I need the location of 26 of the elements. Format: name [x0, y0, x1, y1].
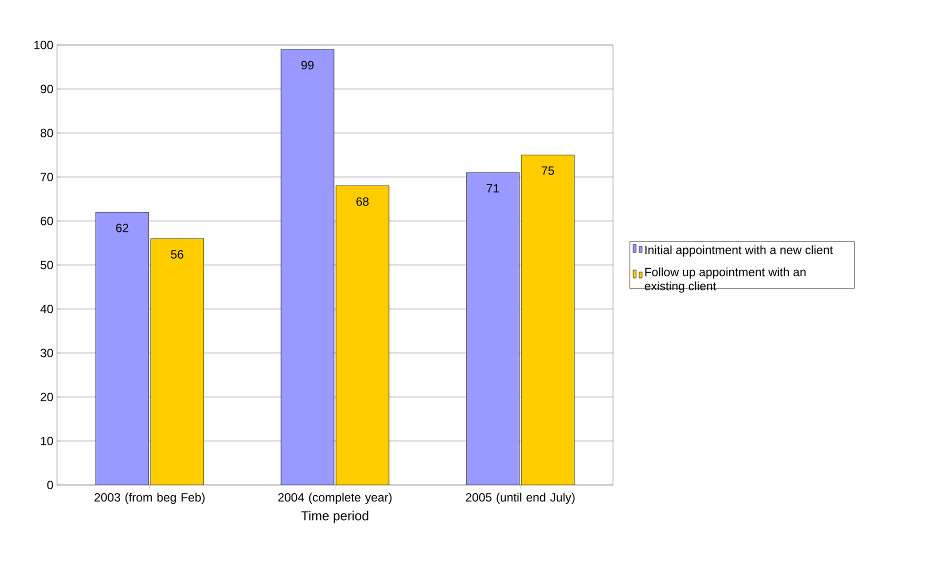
y-tick-label: 90	[40, 84, 54, 94]
y-tick-label: 30	[40, 348, 54, 358]
y-tick-label: 10	[41, 436, 54, 446]
data-label: 56	[170, 250, 184, 259]
y-tick-label: 70	[40, 172, 54, 182]
bar	[336, 186, 390, 485]
data-label: 68	[356, 197, 369, 206]
y-tick-label: 0	[47, 480, 54, 490]
y-tick-label: 80	[40, 128, 54, 138]
y-tick-label: 60	[40, 216, 54, 226]
x-axis-title: Time period	[301, 510, 368, 523]
data-label: 75	[542, 166, 554, 175]
data-label: 71	[486, 184, 499, 192]
legend-label: Initial appointment with a new client	[645, 245, 833, 257]
bar	[521, 154, 575, 485]
y-tick-label: 40	[40, 304, 54, 314]
y-tick-label: 50	[40, 260, 54, 270]
y-tick-label: 20	[40, 392, 54, 402]
bar	[150, 238, 204, 485]
y-tick-label: 100	[34, 40, 54, 50]
data-label: 62	[116, 224, 128, 232]
data-label: 99	[301, 60, 314, 70]
x-tick-label: 2005 (until end July)	[466, 492, 575, 504]
x-tick-label: 2004 (complete year)	[278, 492, 392, 504]
x-tick-label: 2003 (from beg Feb)	[94, 492, 205, 504]
legend-label: Follow up appointment with an existing client	[644, 267, 806, 293]
